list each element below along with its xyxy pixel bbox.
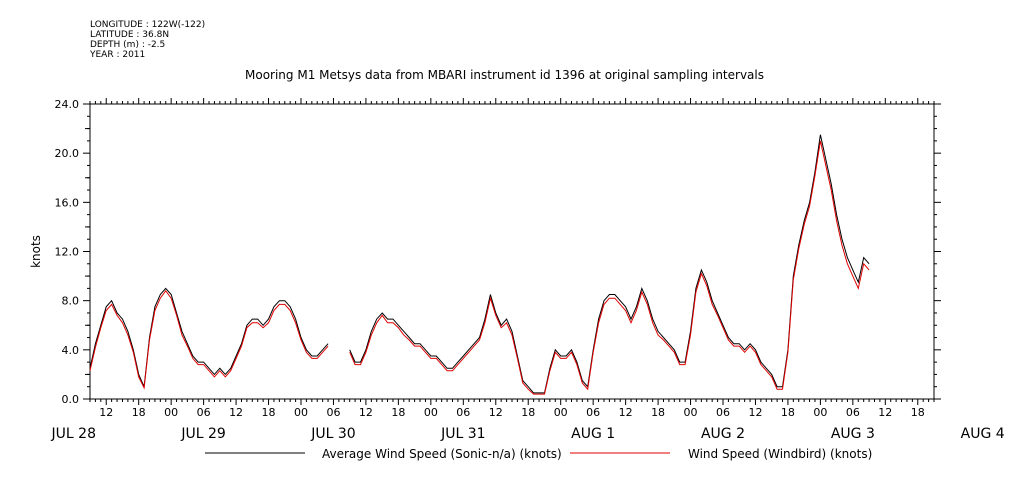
- x-hour-tick-label: 18: [521, 406, 535, 419]
- x-hour-tick-label: 00: [813, 406, 827, 419]
- x-hour-tick-label: 00: [164, 406, 178, 419]
- x-hour-tick-label: 12: [229, 406, 243, 419]
- y-tick-label: 0.0: [62, 393, 80, 406]
- plot-border: [89, 103, 935, 400]
- x-hour-tick-label: 18: [911, 406, 925, 419]
- x-hour-tick-label: 18: [262, 406, 276, 419]
- x-hour-tick-label: 18: [781, 406, 795, 419]
- x-hour-tick-label: 00: [294, 406, 308, 419]
- x-day-label: JUL 30: [310, 426, 355, 442]
- x-hour-tick-label: 12: [359, 406, 373, 419]
- x-hour-tick-label: 18: [651, 406, 665, 419]
- x-day-label: AUG 1: [571, 426, 615, 442]
- x-hour-tick-label: 12: [99, 406, 113, 419]
- x-day-label: JUL 29: [180, 426, 225, 442]
- axes-layer: 12 18 00 06 12 18 00 06 12 18 00 06 12 18 00 06 12 18 00 06…: [51, 98, 1005, 442]
- x-day-label: AUG 2: [701, 426, 745, 442]
- x-hour-tick-label: 12: [489, 406, 503, 419]
- meta-depth: DEPTH (m) : -2.5: [90, 40, 166, 50]
- metadata-block: LONGITUDE : 122W(-122) LATITUDE : 36.8N …: [90, 20, 205, 60]
- x-hour-tick-label: 06: [586, 406, 600, 419]
- meta-year: YEAR : 2011: [90, 50, 146, 60]
- x-hour-tick-label: 06: [197, 406, 211, 419]
- x-hour-tick-label: 06: [716, 406, 730, 419]
- y-tick-label: 12.0: [55, 246, 80, 259]
- x-hour-tick-label: 12: [878, 406, 892, 419]
- y-axis-label: knots: [29, 235, 43, 268]
- y-tick-label: 4.0: [62, 344, 80, 357]
- y-tick-label: 20.0: [55, 147, 80, 160]
- series-layer: [89, 134, 870, 395]
- meta-longitude: LONGITUDE : 122W(-122): [90, 20, 206, 30]
- x-hour-tick-label: 00: [684, 406, 698, 419]
- x-hour-tick-label: 00: [554, 406, 568, 419]
- x-hour-tick-label: 06: [326, 406, 340, 419]
- x-hour-tick-label: 12: [619, 406, 633, 419]
- y-tick-label: 16.0: [55, 196, 80, 209]
- series-line-1: [89, 134, 870, 394]
- x-day-label: JUL 31: [440, 426, 485, 442]
- y-tick-label: 8.0: [62, 295, 80, 308]
- legend-label-1: Average Wind Speed (Sonic-n/a) (knots): [322, 447, 562, 461]
- x-hour-tick-label: 00: [424, 406, 438, 419]
- meta-latitude: LATITUDE : 36.8N: [90, 30, 170, 40]
- x-hour-tick-label: 12: [748, 406, 762, 419]
- x-day-label: JUL 28: [51, 426, 96, 442]
- legend: Average Wind Speed (Sonic-n/a) (knots) Wi…: [205, 447, 872, 461]
- x-hour-tick-label: 18: [391, 406, 405, 419]
- chart-title: Mooring M1 Metsys data from MBARI instru…: [245, 68, 764, 82]
- y-tick-label: 24.0: [55, 98, 80, 111]
- series-line-2: [89, 140, 870, 395]
- x-day-label: AUG 3: [831, 426, 875, 442]
- legend-label-2: Wind Speed (Windbird) (knots): [688, 447, 872, 461]
- x-hour-tick-label: 18: [132, 406, 146, 419]
- x-day-label: AUG 4: [961, 426, 1005, 442]
- x-hour-tick-label: 06: [846, 406, 860, 419]
- x-hour-tick-label: 06: [456, 406, 470, 419]
- plot-frame: [89, 103, 935, 400]
